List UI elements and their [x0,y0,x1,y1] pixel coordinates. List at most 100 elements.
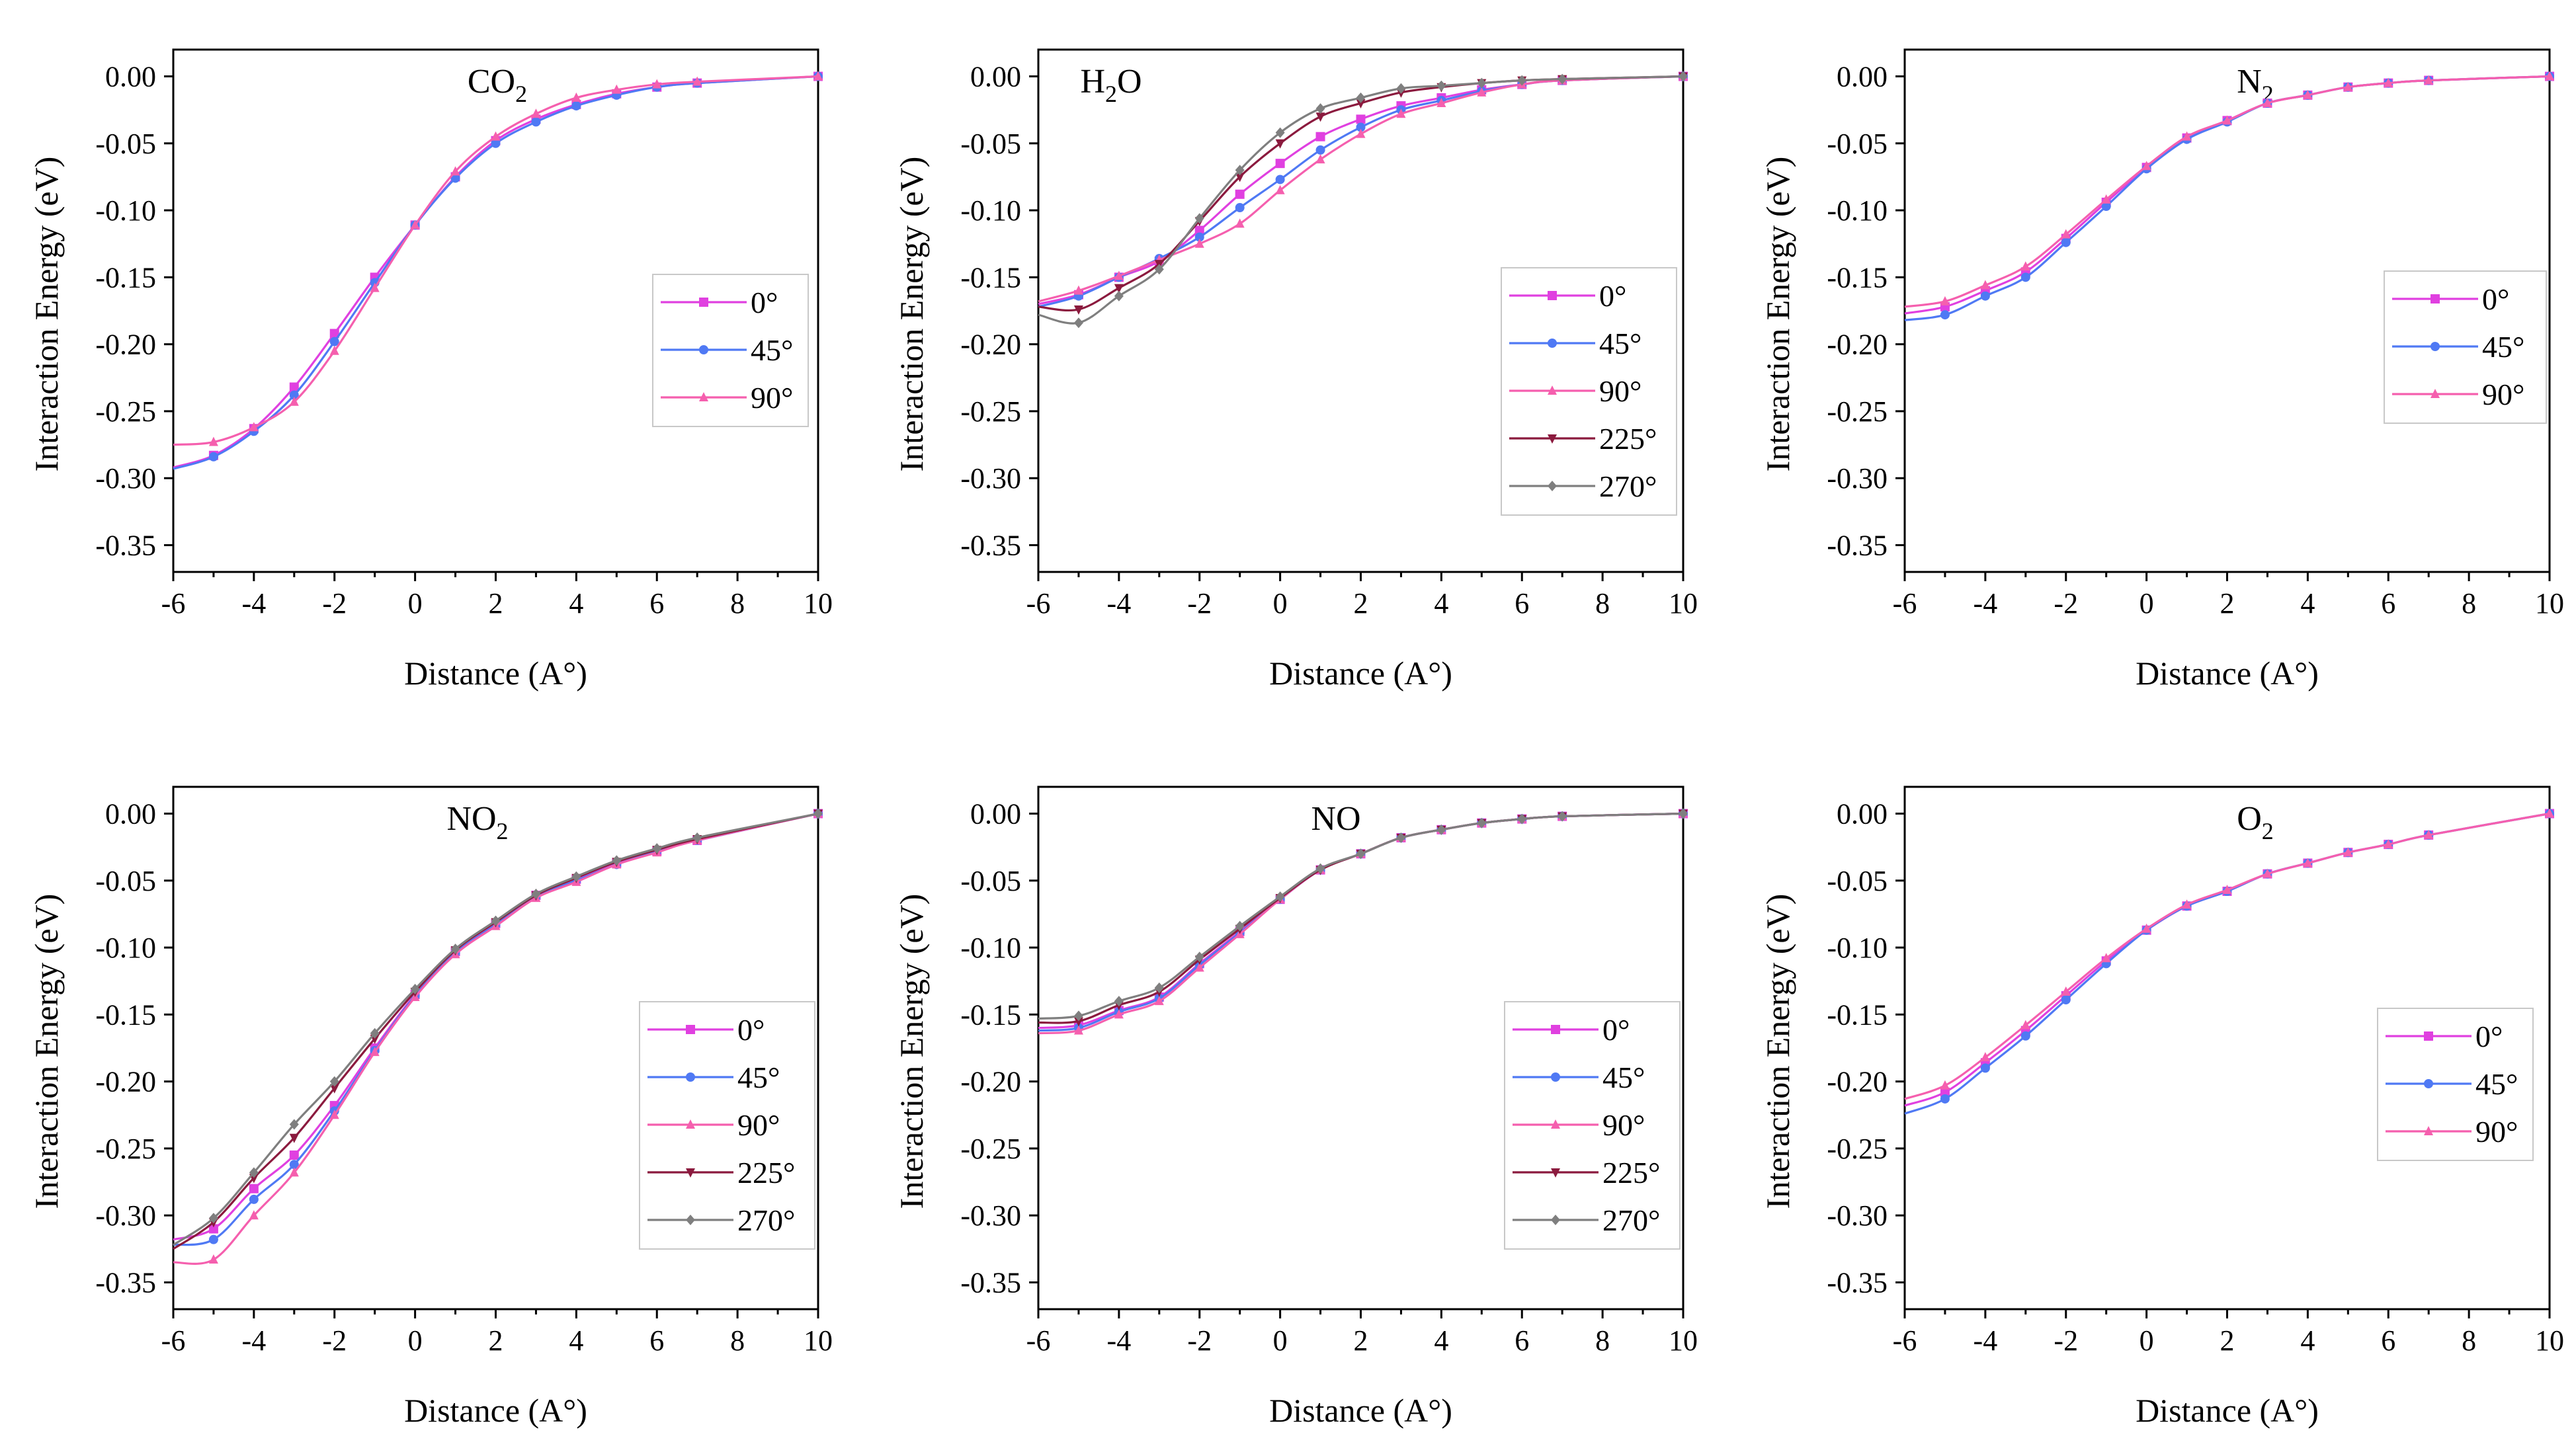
y-tick-label: -0.05 [1827,128,1888,160]
data-point [531,117,541,127]
chart-title: O2 [2237,800,2274,844]
data-point [370,1047,380,1057]
x-tick-label: -2 [322,587,347,620]
data-point [1275,159,1285,169]
series-line [1038,812,1684,1032]
legend-marker [699,298,708,307]
data-point [2061,237,2071,247]
series-45deg [1038,809,1688,1033]
legend-marker [686,1072,695,1082]
legend-label: 0° [1602,1013,1630,1047]
x-tick-label: 10 [804,1324,833,1357]
data-point [450,166,460,176]
data-point [1275,127,1285,138]
y-tick-label: -0.35 [1827,529,1888,561]
data-point [2020,272,2030,282]
data-point [1517,75,1527,86]
legend-label: 225° [737,1156,795,1190]
x-tick-label: -4 [1107,1324,1132,1357]
data-point [2263,98,2272,108]
legend-marker [2431,389,2440,398]
data-point [491,138,501,148]
series-line [1038,812,1684,1020]
data-point [1396,108,1406,118]
x-tick-label: -6 [161,1324,186,1357]
x-tick-label: 6 [649,587,664,620]
data-point [1154,264,1164,275]
data-point [1558,811,1567,822]
series-270deg [1038,808,1688,1022]
legend-marker [1551,1119,1560,1129]
data-point [289,1167,299,1177]
x-tick-label: 4 [1434,587,1448,620]
data-point [2020,1031,2030,1041]
legend-marker [1551,1215,1560,1225]
data-point [1194,962,1204,972]
data-point [1356,122,1366,132]
data-point [491,131,501,141]
legend-label: 90° [2475,1115,2518,1149]
x-axis-title: Distance (A°) [2136,655,2319,692]
legend-marker [686,1215,695,1225]
data-point [450,173,460,183]
x-tick-label: 0 [1273,1324,1288,1357]
legend: 0° 45° 90° 225° 270° [1501,267,1677,516]
data-point [531,889,541,900]
x-tick-label: 0 [1273,587,1288,620]
x-tick-label: 0 [2140,587,2154,620]
y-tick-label: -0.25 [95,1133,156,1165]
data-point [249,1210,259,1220]
y-tick-label: -0.10 [1827,932,1888,964]
legend-marker [1548,481,1557,491]
x-tick-label: 4 [1434,1324,1448,1357]
data-point [1315,112,1325,122]
data-point [1477,817,1487,828]
data-point [1315,154,1325,164]
data-point [1194,225,1204,235]
data-point [1073,1010,1083,1022]
y-tick-label: -0.10 [95,194,156,227]
legend-marker [686,1168,695,1178]
y-axis-title: Interaction Energy (eV) [28,157,65,472]
chart-panel-co2: -6 -4 -2 0 2 4 6 8 10 0.00 -0.05 -0.10 -0.15 -0.20 -0.… [28,48,833,692]
y-tick-label: -0.35 [960,1266,1021,1299]
y-tick-label: -0.25 [960,1133,1021,1165]
legend-marker [2424,1079,2433,1088]
data-point [2020,261,2030,271]
series-270deg [173,808,823,1246]
data-point [1235,218,1245,228]
data-point [208,436,218,446]
y-tick-label: 0.00 [970,798,1021,830]
x-tick-label: -6 [1026,1324,1051,1357]
x-tick-label: 6 [649,1324,664,1357]
x-tick-label: -6 [1026,587,1051,620]
x-tick-label: 2 [489,1324,503,1357]
data-point [2303,858,2313,867]
data-point [2182,131,2192,141]
data-point [249,422,259,432]
y-tick-label: -0.20 [960,1066,1021,1098]
y-axis-title: Interaction Energy (eV) [893,894,930,1209]
legend-label: 45° [751,333,793,367]
legend-label: 0° [737,1013,765,1047]
data-point [2061,995,2071,1005]
data-point [1073,317,1083,329]
x-axis-title: Distance (A°) [1269,1392,1452,1429]
x-tick-label: 4 [569,587,583,620]
x-tick-label: -6 [161,587,186,620]
data-point [571,101,581,111]
x-tick-label: -4 [242,587,267,620]
data-point [571,92,581,102]
x-axis-title: Distance (A°) [404,1392,587,1429]
x-tick-label: 6 [1515,1324,1529,1357]
data-point [1194,232,1204,242]
y-tick-label: -0.20 [95,1066,156,1098]
data-point [1114,1009,1124,1019]
data-point [289,1150,299,1160]
x-tick-label: -6 [1893,587,1917,620]
data-point [329,1109,339,1119]
legend-label: 0° [751,286,778,319]
x-tick-label: 10 [1669,1324,1698,1357]
y-tick-label: -0.20 [960,329,1021,361]
